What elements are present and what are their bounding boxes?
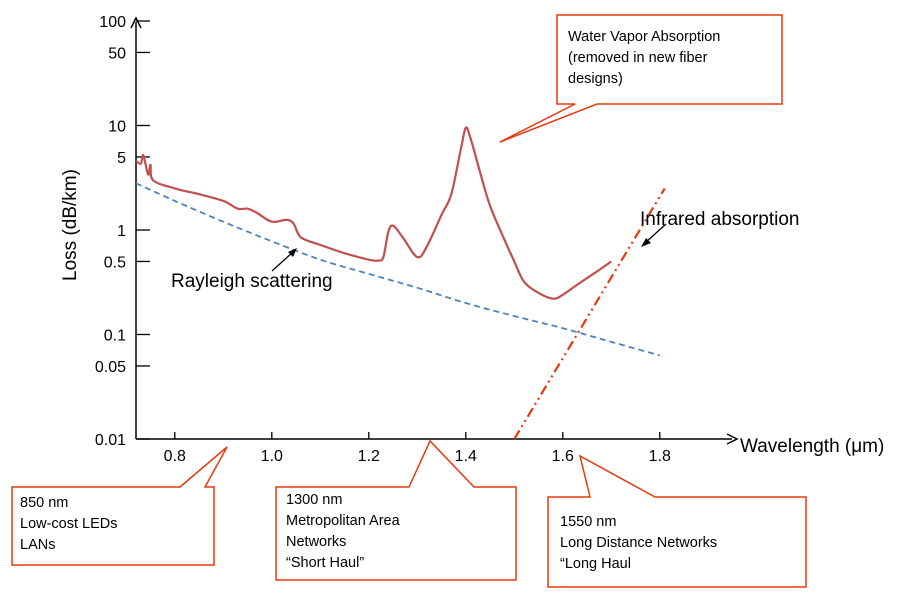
infrared-absorption-label: Infrared absorption [640,209,800,230]
y-tick-label: 0.05 [95,359,126,376]
water-vapor-line-1: Water Vapor Absorption [568,29,721,45]
callout-1550: 1550 nm Long Distance Networks “Long Hau… [560,512,717,575]
callout-850-line-2: Low-cost LEDs [20,516,118,532]
infrared-absorption-line [513,187,666,440]
callout-1300-line-1: 1300 nm [286,492,343,508]
x-tick-labels: 0.8 1.0 1.2 1.4 1.6 1.8 [164,448,671,465]
x-tick-label: 1.2 [358,448,380,465]
callout-1300-line-4: “Short Haul” [286,555,365,571]
x-tick-label: 1.4 [455,448,477,465]
water-vapor-line-2: (removed in new fiber [568,50,708,66]
y-tick-label: 0.1 [104,328,126,345]
callout-1300-line-3: Networks [286,534,347,550]
y-tick-label: 1 [117,223,126,240]
callout-1300-box [275,439,517,581]
callout-1550-line-3: “Long Haul [560,556,631,572]
callout-850-line-1: 850 nm [20,495,69,511]
rayleigh-arrow [271,248,297,272]
fiber-loss-curve [135,126,612,300]
callout-1550-box [547,454,807,588]
callout-850-box [11,446,228,566]
y-tick-label: 10 [108,119,126,136]
x-axis [136,433,739,445]
y-tick-marks [136,20,150,440]
y-axis [130,16,142,439]
water-vapor-callout: Water Vapor Absorption (removed in new f… [568,27,720,90]
y-tick-label: 0.5 [104,254,126,271]
x-tick-marks [174,432,661,439]
callout-1300: 1300 nm Metropolitan Area Networks “Shor… [286,490,400,574]
callout-1550-line-1: 1550 nm [560,514,617,530]
water-vapor-line-3: designs) [568,71,623,87]
y-tick-label: 50 [108,45,126,62]
callout-1300-line-2: Metropolitan Area [286,513,400,529]
x-tick-label: 1.0 [261,448,283,465]
infrared-arrow [641,223,667,247]
rayleigh-scattering-label: Rayleigh scattering [171,271,333,292]
y-tick-label: 5 [117,150,126,167]
water-vapor-callout-box [499,14,783,143]
y-tick-labels: 100 50 10 5 1 0.5 0.1 0.05 0.01 [95,14,126,449]
callout-1550-line-2: Long Distance Networks [560,535,718,551]
y-axis-label: Loss (dB/km) [60,169,81,281]
x-tick-label: 1.6 [552,448,574,465]
y-tick-label: 100 [99,14,126,31]
x-axis-label: Wavelength (μm) [740,436,884,457]
callout-850-line-3: LANs [20,537,56,553]
y-tick-label: 0.01 [95,432,126,449]
rayleigh-scattering-line [135,182,661,357]
x-tick-label: 1.8 [649,448,671,465]
x-tick-label: 0.8 [164,448,186,465]
callout-850: 850 nm Low-cost LEDs LANs [20,493,118,556]
